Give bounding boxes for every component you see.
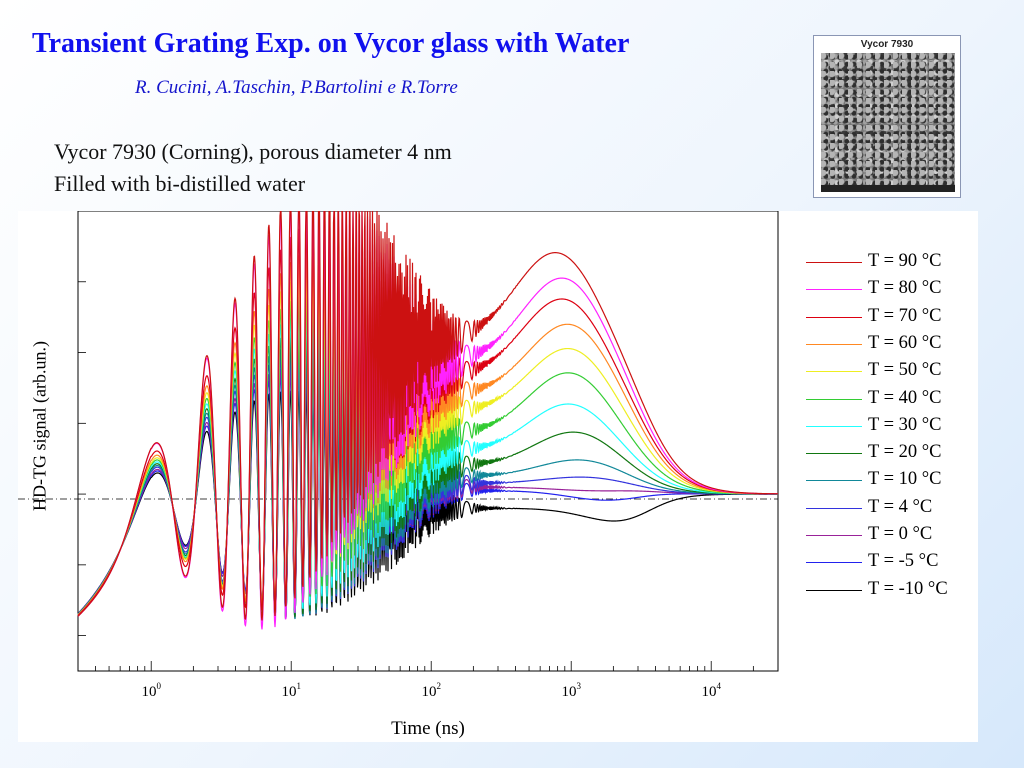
authors-line: R. Cucini, A.Taschin, P.Bartolini e R.To…	[135, 77, 458, 98]
description-line-2: Filled with bi-distilled water	[54, 171, 306, 196]
legend-label: T = 4 °C	[868, 496, 933, 517]
legend-label: T = 0 °C	[868, 524, 933, 544]
legend-swatch	[806, 262, 862, 263]
legend-swatch	[806, 371, 862, 373]
legend-item: T = 30 °C	[806, 414, 981, 441]
sample-description: Vycor 7930 (Corning), porous diameter 4 …	[54, 136, 452, 200]
legend-item: T = 4 °C	[806, 496, 981, 523]
sem-micrograph	[821, 53, 955, 185]
legend-label: T = 20 °C	[868, 442, 942, 463]
x-axis-label: Time (ns)	[391, 718, 465, 739]
legend-swatch	[806, 480, 862, 482]
legend-item: T = 60 °C	[806, 332, 981, 359]
x-tick-label: 104	[701, 681, 721, 700]
x-tick-label: 102	[421, 681, 441, 700]
description-line-1: Vycor 7930 (Corning), porous diameter 4 …	[54, 139, 452, 164]
series-line	[77, 211, 779, 621]
legend-item: T = 80 °C	[806, 277, 981, 304]
legend-label: T = 90 °C	[868, 251, 942, 271]
legend-swatch	[806, 589, 862, 591]
legend-label: T = 70 °C	[868, 305, 942, 326]
sem-info-strip	[821, 185, 955, 192]
slide-title: Transient Grating Exp. on Vycor glass wi…	[32, 28, 630, 59]
legend-swatch	[806, 425, 862, 427]
legend-label: T = 80 °C	[868, 278, 942, 299]
legend-item: T = -5 °C	[806, 550, 981, 577]
legend-item: T = 0 °C	[806, 523, 981, 550]
legend-label: T = 50 °C	[868, 360, 942, 381]
legend-label: T = -10 °C	[868, 578, 948, 599]
legend-item: T = 40 °C	[806, 387, 981, 414]
legend-swatch	[806, 535, 862, 536]
legend-swatch	[806, 453, 862, 455]
legend-item: T = 10 °C	[806, 468, 981, 495]
tg-signal-chart	[18, 211, 779, 672]
legend-item: T = -10 °C	[806, 578, 981, 605]
legend-label: T = 60 °C	[868, 332, 942, 353]
legend-swatch	[806, 562, 862, 564]
legend-label: T = 10 °C	[868, 469, 942, 490]
chart-panel	[18, 211, 978, 742]
legend-swatch	[806, 507, 862, 509]
legend-label: T = 30 °C	[868, 414, 942, 435]
x-tick-label: 103	[561, 681, 581, 700]
legend-swatch	[806, 316, 862, 318]
x-tick-label: 101	[281, 681, 301, 700]
plot-frame	[77, 211, 779, 672]
legend-label: T = 40 °C	[868, 387, 942, 408]
x-tick-label: 100	[141, 681, 161, 700]
legend-swatch	[806, 343, 862, 345]
vycor-sem-image: Vycor 7930	[813, 35, 961, 198]
legend-item: T = 20 °C	[806, 441, 981, 468]
legend-swatch	[806, 398, 862, 400]
image-caption: Vycor 7930	[860, 39, 914, 50]
legend-swatch	[806, 289, 862, 291]
legend-label: T = -5 °C	[868, 551, 939, 572]
legend-item: T = 70 °C	[806, 305, 981, 332]
legend-item: T = 90 °C	[806, 250, 981, 277]
legend-item: T = 50 °C	[806, 359, 981, 386]
